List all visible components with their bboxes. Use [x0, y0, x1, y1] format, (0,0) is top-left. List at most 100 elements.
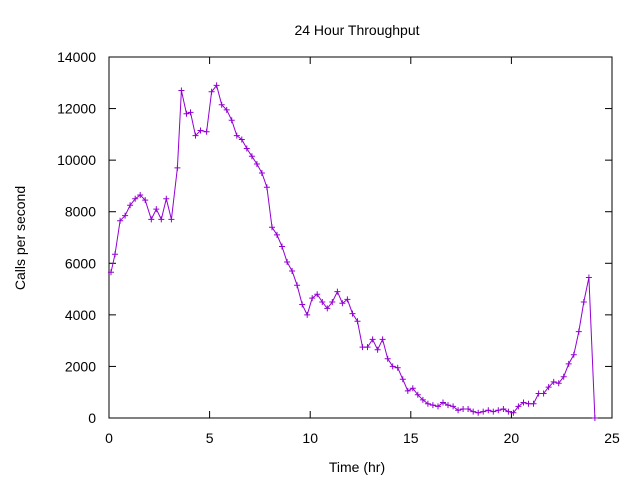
- data-point-marker: [197, 127, 204, 134]
- data-point-marker: [309, 295, 316, 302]
- data-point-marker: [575, 328, 582, 335]
- x-tick-label: 5: [206, 430, 214, 446]
- data-point-marker: [153, 206, 160, 213]
- data-point-marker: [515, 403, 522, 410]
- y-axis: 0 2000 4000 6000 8000 10000 12000 14000: [57, 49, 612, 426]
- data-point-marker: [545, 384, 552, 391]
- data-point-marker: [530, 400, 537, 407]
- y-tick-label: 10000: [57, 152, 96, 168]
- y-tick-label: 12000: [57, 101, 96, 117]
- data-point-marker: [369, 336, 376, 343]
- data-point-marker: [424, 400, 431, 407]
- data-point-marker: [192, 132, 199, 139]
- data-point-marker: [520, 399, 527, 406]
- series-line: [110, 84, 596, 419]
- data-point-marker: [419, 396, 426, 403]
- data-point-marker: [112, 251, 118, 258]
- data-point-marker: [399, 376, 406, 383]
- data-point-marker: [495, 407, 502, 414]
- data-point-marker: [294, 282, 301, 289]
- data-point-marker: [379, 336, 386, 343]
- data-point-marker: [435, 403, 441, 410]
- x-axis-label: Time (hr): [329, 459, 385, 475]
- data-point-marker: [364, 344, 371, 351]
- data-point-marker: [560, 373, 567, 380]
- data-point-marker: [117, 217, 124, 224]
- data-point-marker: [450, 403, 457, 410]
- data-point-marker: [218, 101, 225, 108]
- data-point-marker: [580, 299, 587, 305]
- data-point-marker: [510, 409, 517, 416]
- data-point-marker: [137, 192, 144, 198]
- data-point-marker: [570, 351, 577, 358]
- x-tick-label: 25: [604, 430, 620, 446]
- y-tick-label: 6000: [65, 255, 96, 271]
- plot-border: [108, 56, 613, 419]
- data-point-marker: [132, 195, 139, 202]
- data-point-marker: [555, 380, 562, 387]
- data-point-marker: [163, 195, 170, 202]
- y-tick-label: 2000: [65, 358, 96, 374]
- data-point-marker: [284, 259, 291, 265]
- data-point-marker: [253, 161, 260, 167]
- data-point-marker: [168, 216, 175, 223]
- y-axis-label: Calls per second: [12, 186, 28, 290]
- data-point-marker: [409, 385, 416, 392]
- data-point-marker: [148, 216, 155, 223]
- data-point-marker: [505, 408, 512, 415]
- data-point-marker: [243, 145, 250, 152]
- data-point-marker: [319, 299, 326, 305]
- data-point-marker: [314, 291, 321, 298]
- data-point-marker: [324, 305, 331, 312]
- data-point-marker: [389, 363, 396, 370]
- data-point-marker: [339, 300, 346, 307]
- data-point-marker: [485, 407, 492, 414]
- data-point-marker: [334, 288, 341, 295]
- x-tick-label: 0: [105, 430, 113, 446]
- data-point-marker: [550, 378, 557, 385]
- data-point-marker: [349, 310, 356, 317]
- data-point-marker: [304, 311, 311, 318]
- x-tick-label: 15: [403, 430, 419, 446]
- data-point-marker: [465, 406, 472, 412]
- data-point-marker: [122, 212, 129, 219]
- data-point-marker: [174, 164, 181, 171]
- x-tick-label: 10: [302, 430, 318, 446]
- x-axis: 0 5 10 15 20 25: [105, 57, 620, 446]
- data-point-marker: [187, 109, 194, 116]
- data-point-marker: [540, 390, 547, 397]
- data-point-marker: [299, 301, 306, 308]
- data-point-marker: [228, 117, 235, 124]
- data-point-marker: [394, 364, 401, 371]
- data-point-marker: [108, 269, 114, 276]
- data-point-marker: [238, 136, 245, 143]
- data-point-marker: [490, 408, 497, 415]
- data-point-marker: [263, 184, 270, 191]
- data-point-marker: [248, 153, 255, 160]
- data-point-marker: [445, 402, 451, 409]
- data-point-marker: [178, 87, 185, 94]
- x-tick-label: 20: [504, 430, 520, 446]
- data-point-marker: [429, 402, 436, 409]
- data-point-marker: [183, 110, 190, 117]
- data-point-marker: [289, 268, 296, 274]
- data-point-marker: [279, 243, 285, 250]
- data-point-marker: [565, 360, 572, 367]
- y-tick-label: 8000: [65, 204, 96, 220]
- series-layer: [108, 82, 598, 421]
- data-point-marker: [414, 391, 421, 398]
- y-tick-label: 4000: [65, 307, 96, 323]
- data-point-marker: [591, 415, 598, 421]
- data-point-marker: [127, 202, 134, 209]
- data-point-marker: [585, 274, 592, 281]
- y-tick-label: 14000: [57, 49, 96, 65]
- data-point-marker: [213, 82, 220, 89]
- data-point-marker: [384, 355, 391, 362]
- data-point-marker: [480, 408, 487, 415]
- data-point-marker: [344, 296, 351, 303]
- data-point-marker: [440, 399, 446, 406]
- data-point-marker: [203, 128, 210, 135]
- data-point-marker: [269, 224, 275, 231]
- data-point-marker: [374, 346, 381, 353]
